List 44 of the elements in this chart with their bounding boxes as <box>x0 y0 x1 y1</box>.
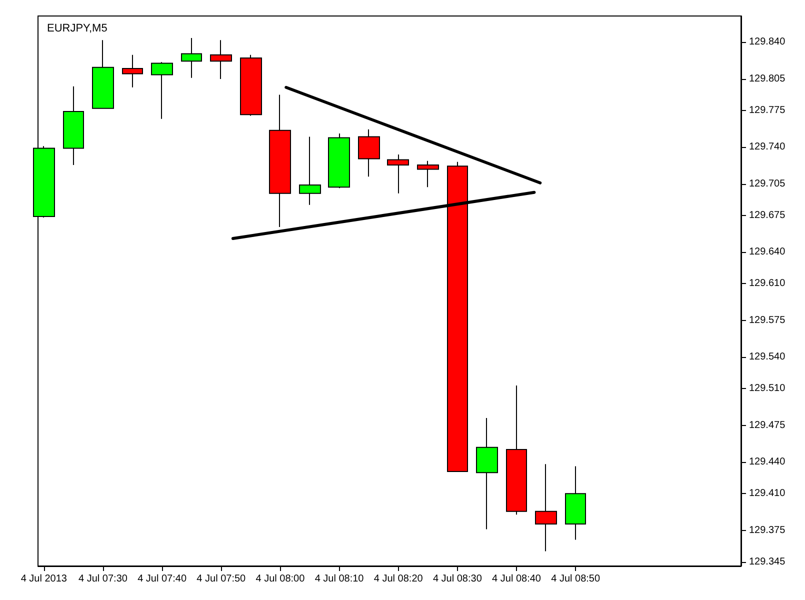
candlestick <box>565 466 586 540</box>
candlestick <box>387 154 409 194</box>
y-tick-label: 129.675 <box>749 210 786 221</box>
y-tick-label: 129.540 <box>749 352 786 363</box>
x-tick-label: 4 Jul 07:30 <box>78 574 128 584</box>
candlestick <box>358 128 380 178</box>
candlestick <box>535 464 557 552</box>
candlestick <box>122 54 143 88</box>
candlestick <box>240 54 262 116</box>
x-tick-label: 4 Jul 2013 <box>20 574 68 584</box>
y-tick-label: 129.375 <box>749 524 786 536</box>
candlestick <box>328 133 350 189</box>
x-tick-label: 4 Jul 08:50 <box>551 574 600 584</box>
y-tick-label: 129.475 <box>749 420 786 431</box>
candlestick <box>269 94 291 228</box>
candlestick <box>506 384 527 516</box>
y-tick-label: 129.840 <box>749 36 786 48</box>
x-tick-label: 4 Jul 07:40 <box>138 574 187 584</box>
y-tick-label: 129.805 <box>749 73 786 84</box>
candlestick <box>417 160 439 188</box>
y-tick-label: 129.345 <box>749 556 786 568</box>
y-tick-label: 129.705 <box>749 178 786 190</box>
candlestick <box>476 418 498 530</box>
x-tick-label: 4 Jul 08:10 <box>314 574 364 584</box>
y-tick-label: 129.740 <box>749 142 786 153</box>
y-tick-label: 129.440 <box>749 456 786 468</box>
y-tick-label: 129.640 <box>749 246 786 258</box>
candlestick <box>299 136 321 206</box>
candlestick <box>92 40 114 109</box>
x-tick-label: 4 Jul 08:30 <box>432 574 482 584</box>
candlestick <box>63 86 84 166</box>
x-tick-label: 4 Jul 08:20 <box>374 574 424 584</box>
y-tick-label: 129.510 <box>749 383 786 394</box>
candlestick <box>181 38 202 78</box>
y-tick-label: 129.410 <box>749 488 786 500</box>
y-tick-label: 129.575 <box>749 314 786 326</box>
candlestick <box>151 62 173 120</box>
y-tick-label: 129.610 <box>749 278 786 290</box>
x-tick-label: 4 Jul 08:40 <box>492 574 542 584</box>
x-tick-label: 4 Jul 07:50 <box>196 574 246 584</box>
x-tick-label: 4 Jul 08:00 <box>256 574 306 584</box>
text: EURJPY,M5 <box>47 22 108 34</box>
candlestick <box>210 40 232 80</box>
y-tick-label: 129.775 <box>749 104 786 116</box>
